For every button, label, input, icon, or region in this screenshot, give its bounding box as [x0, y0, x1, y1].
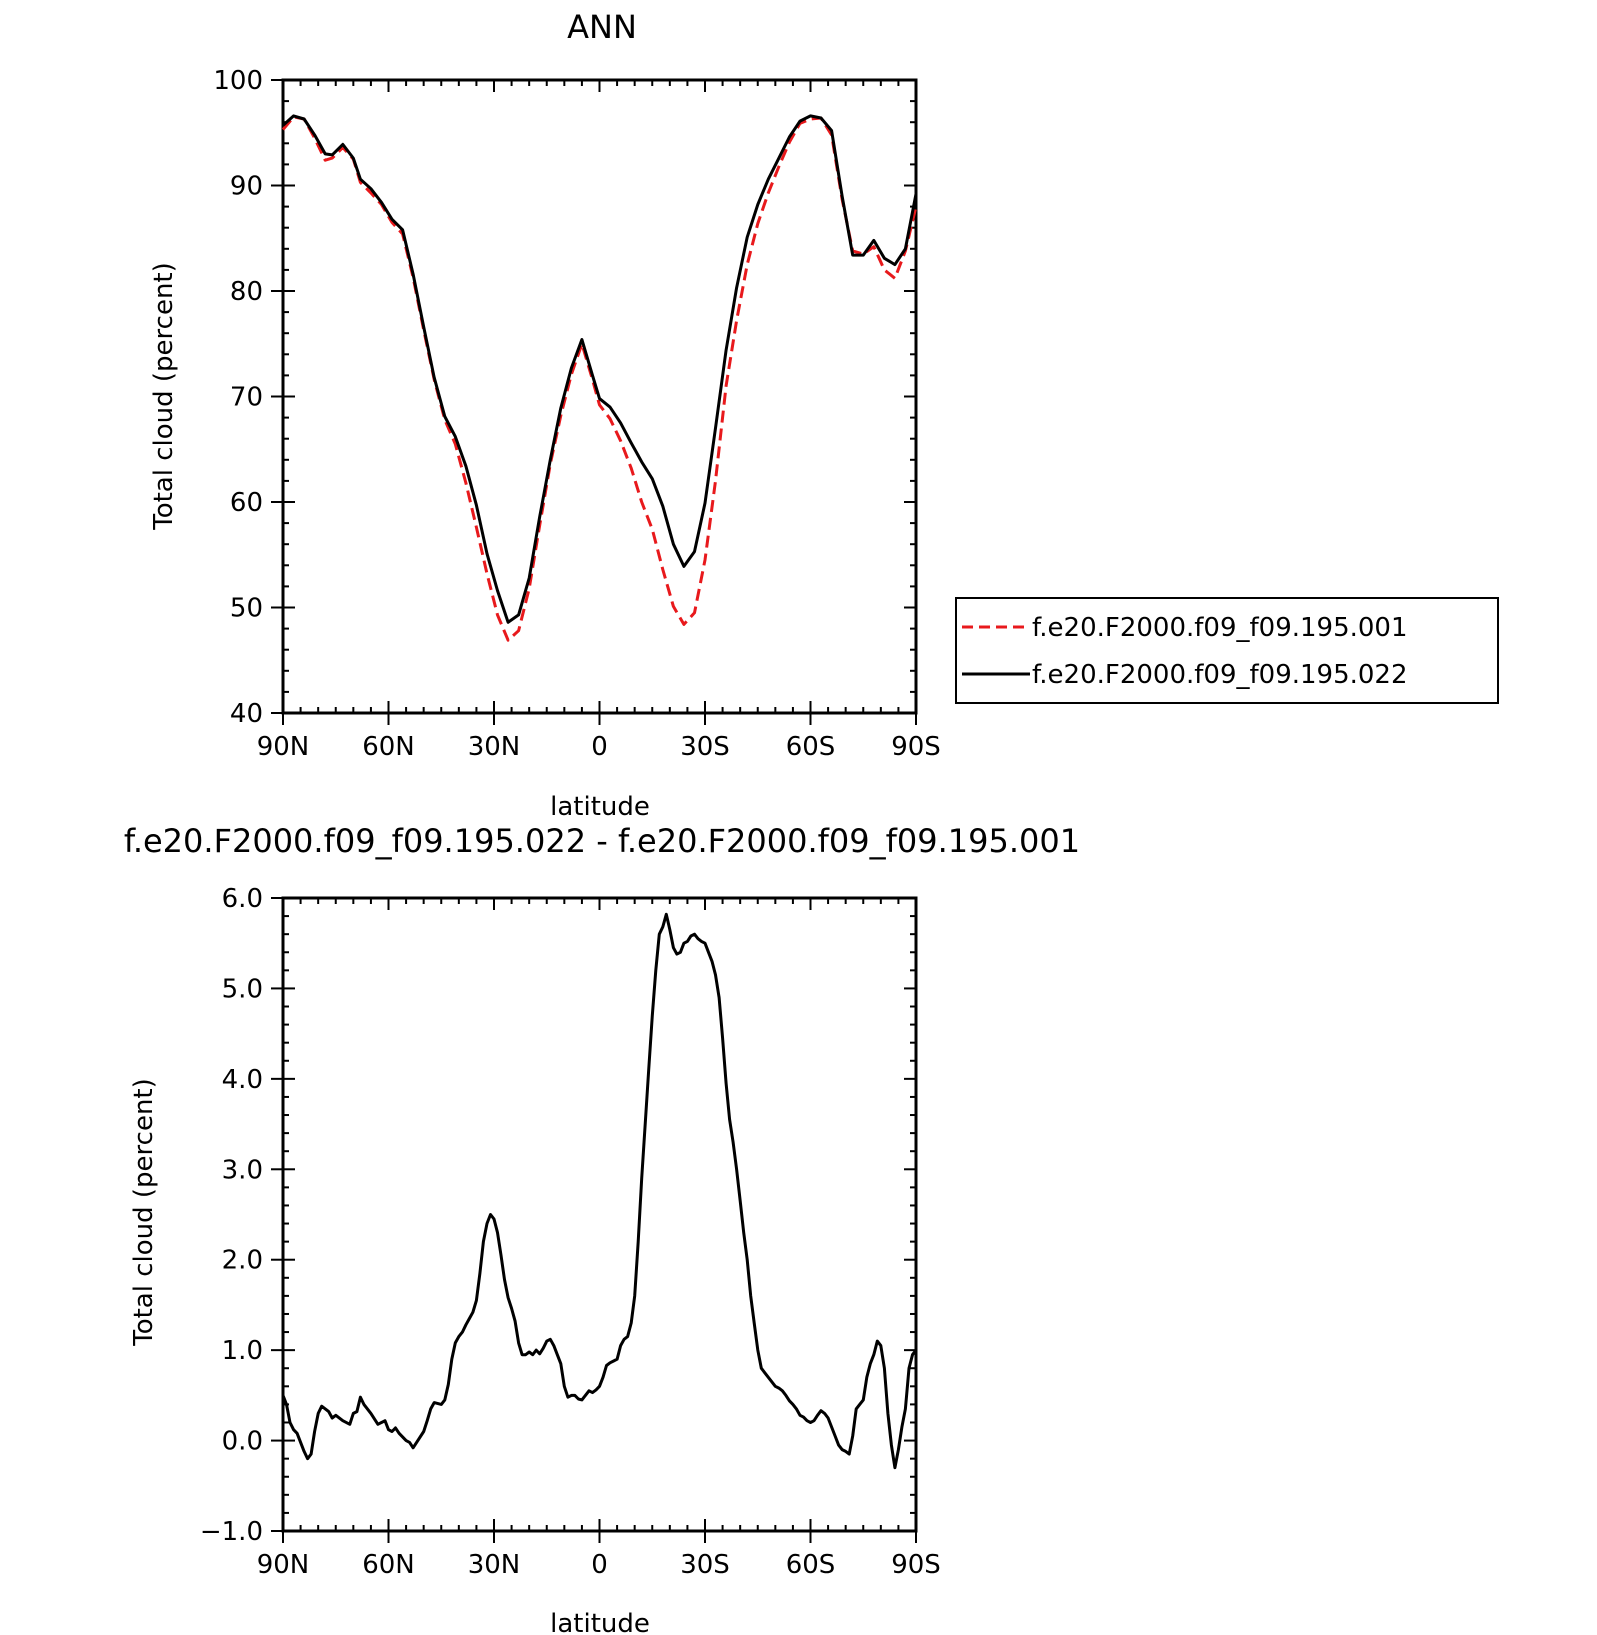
y-tick-label: 50 — [230, 594, 263, 624]
x-tick-label: 30S — [680, 1550, 730, 1580]
x-axis-label: latitude — [550, 792, 650, 822]
y-tick-label: 1.0 — [222, 1336, 263, 1366]
y-tick-label: 80 — [230, 277, 263, 307]
legend-box — [955, 597, 1499, 704]
series-line-1 — [281, 114, 918, 624]
x-tick-label: 60S — [786, 732, 836, 762]
x-tick-label: 90N — [257, 1550, 310, 1580]
x-tick-label: 30S — [680, 732, 730, 762]
y-tick-label: 5.0 — [222, 974, 263, 1004]
y-axis-label: Total cloud (percent) — [149, 262, 179, 531]
x-tick-label: 90N — [257, 732, 310, 762]
x-tick-label: 60N — [362, 732, 415, 762]
chart-title: f.e20.F2000.f09_f09.195.022 - f.e20.F200… — [124, 822, 1080, 860]
y-tick-label: 90 — [230, 172, 263, 202]
y-tick-label: 2.0 — [222, 1246, 263, 1276]
x-tick-label: 90S — [891, 732, 941, 762]
y-tick-label: 4.0 — [222, 1065, 263, 1095]
x-tick-label: 0 — [591, 732, 608, 762]
y-tick-label: 6.0 — [222, 884, 263, 914]
y-tick-label: 40 — [230, 699, 263, 729]
y-tick-label: 0.0 — [222, 1427, 263, 1457]
x-tick-label: 0 — [591, 1550, 608, 1580]
x-axis-label: latitude — [550, 1609, 650, 1635]
y-tick-label: 70 — [230, 383, 263, 413]
legend-label-1: f.e20.F2000.f09_f09.195.022 — [1032, 660, 1408, 690]
top-chart: ANN 90N 60N 30N 0 30S 60S 90S 40 50 60 70 80 90 100 l… — [149, 8, 1499, 822]
series-line-0 — [281, 912, 918, 1470]
y-axis-label: Total cloud (percent) — [129, 1078, 159, 1347]
plot-frame — [281, 896, 918, 1533]
chart-title: ANN — [567, 8, 637, 46]
x-tick-label: 90S — [891, 1550, 941, 1580]
x-tick-label: 30N — [468, 732, 521, 762]
y-tick-label: 3.0 — [222, 1155, 263, 1185]
y-tick-label: 60 — [230, 488, 263, 518]
x-tick-label: 30N — [468, 1550, 521, 1580]
legend-label-0: f.e20.F2000.f09_f09.195.001 — [1032, 613, 1408, 643]
y-tick-label: 100 — [213, 66, 263, 96]
y-tick-label: −1.0 — [200, 1517, 263, 1547]
x-tick-label: 60S — [786, 1550, 836, 1580]
x-tick-label: 60N — [362, 1550, 415, 1580]
bottom-chart: f.e20.F2000.f09_f09.195.022 - f.e20.F200… — [124, 822, 1080, 1635]
legend: f.e20.F2000.f09_f09.195.001 f.e20.F2000.… — [955, 597, 1499, 704]
